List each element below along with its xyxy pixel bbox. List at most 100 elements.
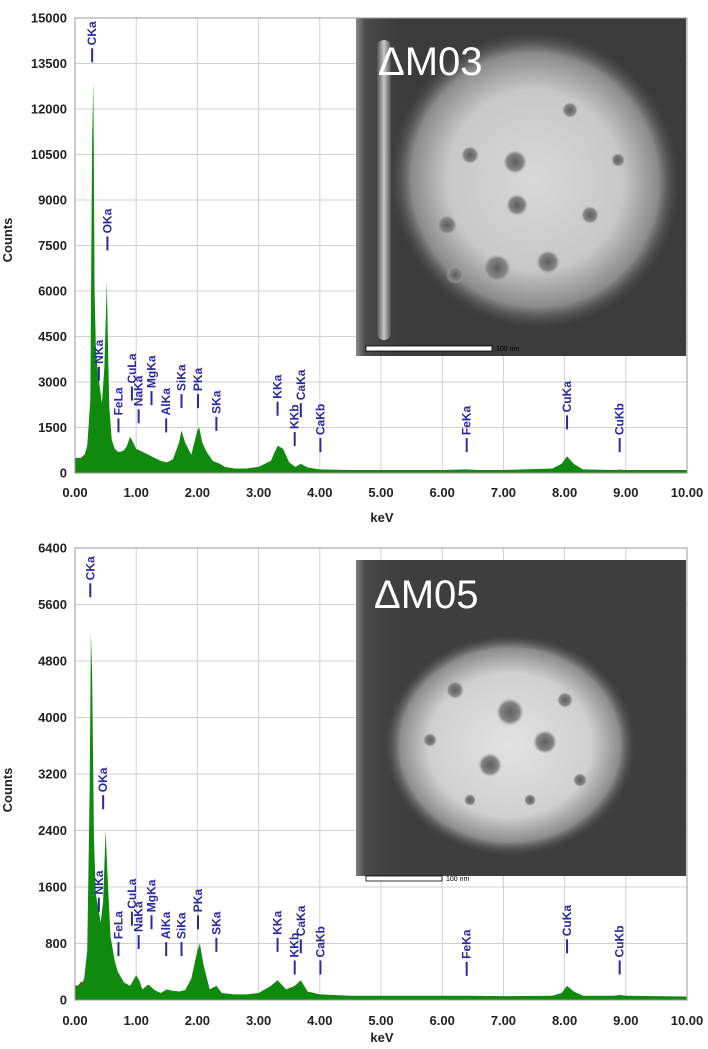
x-tick-label: 10.00 <box>671 485 704 500</box>
y-tick-label: 800 <box>45 936 67 951</box>
peak-marker: SKa <box>209 911 223 952</box>
y-tick-label: 0 <box>60 993 67 1008</box>
peak-marker: FeKa <box>460 929 474 976</box>
scale-bar-label: 100 nm <box>496 346 520 353</box>
inset-pore <box>503 150 527 174</box>
y-tick-label: 2400 <box>38 823 67 838</box>
peak-marker: AlKa <box>159 911 173 957</box>
peak-marker: CaKb <box>313 926 327 975</box>
peak-marker: FeKa <box>460 405 474 453</box>
peak-label: FeKa <box>460 929 474 959</box>
y-tick-label: 5600 <box>38 597 67 612</box>
inset-pore <box>461 146 479 164</box>
y-tick-label: 9000 <box>38 193 67 208</box>
peak-marker: CuKb <box>613 403 627 453</box>
peak-label: CaKa <box>294 905 308 936</box>
peak-label: KKa <box>271 374 285 398</box>
peak-marker: KKa <box>271 911 285 952</box>
inset-pore <box>557 692 573 708</box>
peak-marker: CuKb <box>613 925 627 975</box>
peak-label: NaKa <box>132 375 146 406</box>
peak-label: CuKb <box>613 403 627 435</box>
scale-bar-label: 100 nm <box>446 876 470 883</box>
plot-frame <box>74 17 688 474</box>
peak-label: KKb <box>288 404 302 429</box>
y-axis-label: Counts <box>0 768 15 813</box>
x-axis-label: keV <box>370 1030 393 1045</box>
peak-marker: FeLa <box>111 387 125 433</box>
inset-pore <box>496 698 524 726</box>
peak-label: SiKa <box>174 912 188 939</box>
inset-pore <box>611 153 625 167</box>
x-tick-label: 3.00 <box>246 485 271 500</box>
y-tick-label: 4000 <box>38 710 67 725</box>
x-tick-label: 3.00 <box>246 1013 271 1028</box>
x-tick-label: 8.00 <box>552 485 577 500</box>
y-tick-labels: 0 800 1600 2400 3200 4000 4800 5600 6400 <box>38 541 67 1008</box>
peak-marker: SKa <box>209 390 223 431</box>
x-tick-label: 9.00 <box>613 485 638 500</box>
inset-particle <box>389 30 681 330</box>
peak-marker: NaKa <box>132 901 146 950</box>
inset-particle <box>385 635 635 855</box>
inset-rod-structure <box>377 40 391 340</box>
peak-marker: OKa <box>100 208 114 251</box>
y-tick-label: 1600 <box>38 880 67 895</box>
peak-label: AlKa <box>159 911 173 939</box>
peak-label: FeKa <box>460 405 474 435</box>
peak-label: OKa <box>96 767 110 792</box>
inset-pore <box>446 681 464 699</box>
peak-label: CuKa <box>560 905 574 937</box>
peak-label: CaKb <box>313 926 327 957</box>
x-tick-label: 4.00 <box>307 1013 332 1028</box>
peak-marker: AlKa <box>159 388 173 433</box>
inset-pore <box>562 102 578 118</box>
peak-label: MgKa <box>145 355 159 388</box>
peak-marker: MgKa <box>145 355 159 406</box>
peak-marker: CaKa <box>294 905 308 954</box>
x-tick-label: 1.00 <box>124 485 149 500</box>
peak-label: CuLa <box>125 878 139 908</box>
inset-image-dm03: ΔM03 100 nm <box>356 18 686 356</box>
peak-label: CKa <box>83 556 97 580</box>
peak-label: CaKa <box>294 369 308 400</box>
x-tick-label: 7.00 <box>491 485 516 500</box>
x-tick-label: 7.00 <box>491 1013 516 1028</box>
peak-marker: NaKa <box>132 375 146 424</box>
peak-marker: MgKa <box>145 879 159 930</box>
y-tick-labels: 0 1500 3000 4500 6000 7500 9000 10500 12000 13500… <box>31 11 67 481</box>
peak-marker: CuLa <box>125 878 139 926</box>
x-tick-labels: 0.00 1.00 2.00 3.00 4.00 5.00 6.00 7.00 8.00 9.00… <box>62 1013 703 1028</box>
peak-marker: CKa <box>83 556 97 598</box>
x-tick-label: 10.00 <box>671 1013 704 1028</box>
y-tick-label: 15000 <box>31 11 67 26</box>
plot-frame <box>74 547 688 1001</box>
peak-marker: PKa <box>191 367 205 409</box>
peak-label: CuKb <box>613 925 627 957</box>
peak-label: CuLa <box>125 353 139 383</box>
peak-marker: KKa <box>271 374 285 416</box>
peak-label: SiKa <box>174 364 188 391</box>
peak-marker: CuKa <box>560 905 574 954</box>
inset-pore <box>464 794 476 806</box>
peak-label: CaKb <box>313 404 327 435</box>
inset-pore <box>573 773 587 787</box>
x-tick-label: 6.00 <box>430 485 455 500</box>
x-tick-label: 2.00 <box>185 485 210 500</box>
peak-label: CKa <box>85 21 99 45</box>
x-tick-label: 0.00 <box>62 1013 87 1028</box>
x-tick-label: 1.00 <box>124 1013 149 1028</box>
peak-marker: SiKa <box>174 912 188 957</box>
peak-marker: CuKa <box>560 381 574 430</box>
inset-pore <box>581 206 599 224</box>
y-tick-label: 12000 <box>31 102 67 117</box>
y-axis-label: Counts <box>0 218 15 263</box>
inset-pore <box>423 733 437 747</box>
peak-marker: CKa <box>85 21 99 63</box>
spectrum-series <box>75 632 687 1000</box>
inset-pore <box>478 753 502 777</box>
peak-marker: CaKa <box>294 369 308 418</box>
inset-pore <box>483 254 511 282</box>
